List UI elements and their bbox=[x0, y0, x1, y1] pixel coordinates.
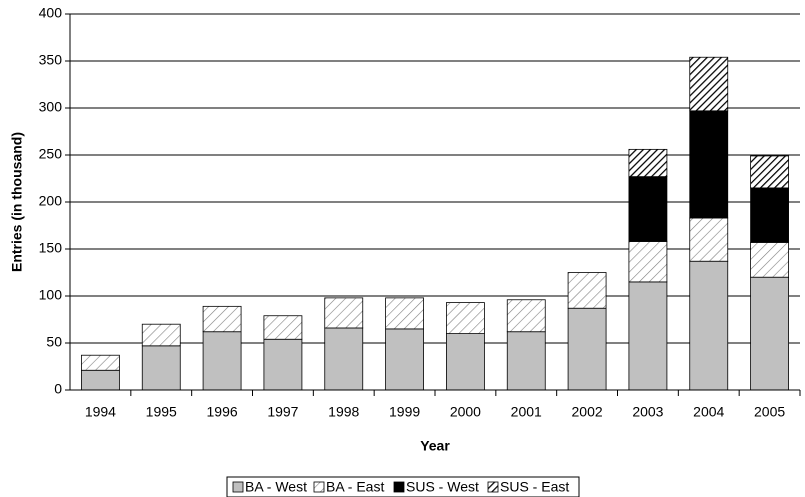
legend-label: SUS - East bbox=[500, 479, 569, 495]
bar-segment bbox=[141, 345, 181, 391]
bar-segment bbox=[506, 299, 546, 333]
x-tick-label: 1999 bbox=[389, 404, 420, 420]
legend-label: SUS - West bbox=[406, 479, 479, 495]
bar-segment bbox=[263, 315, 303, 340]
bar-segment bbox=[689, 217, 729, 262]
bar-segment bbox=[81, 354, 120, 371]
y-tick-label: 100 bbox=[39, 287, 63, 303]
bar-segment bbox=[750, 187, 789, 243]
x-tick-label: 2001 bbox=[511, 404, 542, 420]
bar-segment bbox=[324, 297, 364, 329]
bar-segment bbox=[567, 272, 607, 309]
bar-segment bbox=[689, 56, 729, 112]
x-tick-label: 1998 bbox=[328, 404, 359, 420]
y-tick-label: 50 bbox=[46, 334, 62, 350]
legend-swatch bbox=[487, 481, 499, 493]
bar-segment bbox=[628, 281, 668, 391]
bar-segment bbox=[750, 155, 789, 189]
y-tick-label: 0 bbox=[54, 381, 62, 397]
bar-segment bbox=[446, 333, 485, 391]
bar-segment bbox=[750, 276, 789, 391]
bar-segment bbox=[324, 327, 364, 391]
y-tick-label: 250 bbox=[39, 146, 63, 162]
x-tick-label: 1995 bbox=[146, 404, 177, 420]
y-tick-label: 200 bbox=[39, 193, 63, 209]
bar-segment bbox=[628, 241, 668, 283]
bar-segment bbox=[141, 323, 181, 347]
legend-swatch bbox=[232, 481, 244, 493]
bar-segment bbox=[689, 110, 729, 219]
legend-label: BA - West bbox=[245, 479, 307, 495]
bar-segment bbox=[689, 260, 729, 391]
bar-segment bbox=[202, 331, 242, 391]
y-tick-label: 400 bbox=[39, 5, 63, 21]
bar-segment bbox=[81, 369, 120, 391]
bar-segment bbox=[385, 297, 424, 330]
y-tick-label: 150 bbox=[39, 240, 63, 256]
bar-segment bbox=[628, 176, 668, 242]
x-tick-label: 2000 bbox=[450, 404, 481, 420]
x-axis-label: Year bbox=[420, 438, 450, 454]
y-tick-label: 350 bbox=[39, 52, 63, 68]
x-tick-label: 2003 bbox=[632, 404, 663, 420]
legend-swatch bbox=[313, 481, 325, 493]
bar-segment bbox=[385, 328, 424, 391]
legend-swatch bbox=[393, 481, 405, 493]
x-tick-label: 2002 bbox=[572, 404, 603, 420]
y-axis-label: Entries (in thousand) bbox=[9, 132, 25, 272]
x-tick-label: 1996 bbox=[207, 404, 238, 420]
bar-segment bbox=[263, 338, 303, 391]
x-tick-label: 1994 bbox=[85, 404, 116, 420]
bar-segment bbox=[567, 307, 607, 391]
bar-segment bbox=[750, 242, 789, 278]
bar-segment bbox=[506, 331, 546, 391]
bar-segment bbox=[446, 302, 485, 334]
bar-segment bbox=[628, 148, 668, 178]
bar-segment bbox=[202, 305, 242, 333]
x-tick-label: 1997 bbox=[267, 404, 298, 420]
legend-label: BA - East bbox=[326, 479, 384, 495]
y-tick-label: 300 bbox=[39, 99, 63, 115]
x-tick-label: 2005 bbox=[754, 404, 785, 420]
x-tick-label: 2004 bbox=[693, 404, 724, 420]
